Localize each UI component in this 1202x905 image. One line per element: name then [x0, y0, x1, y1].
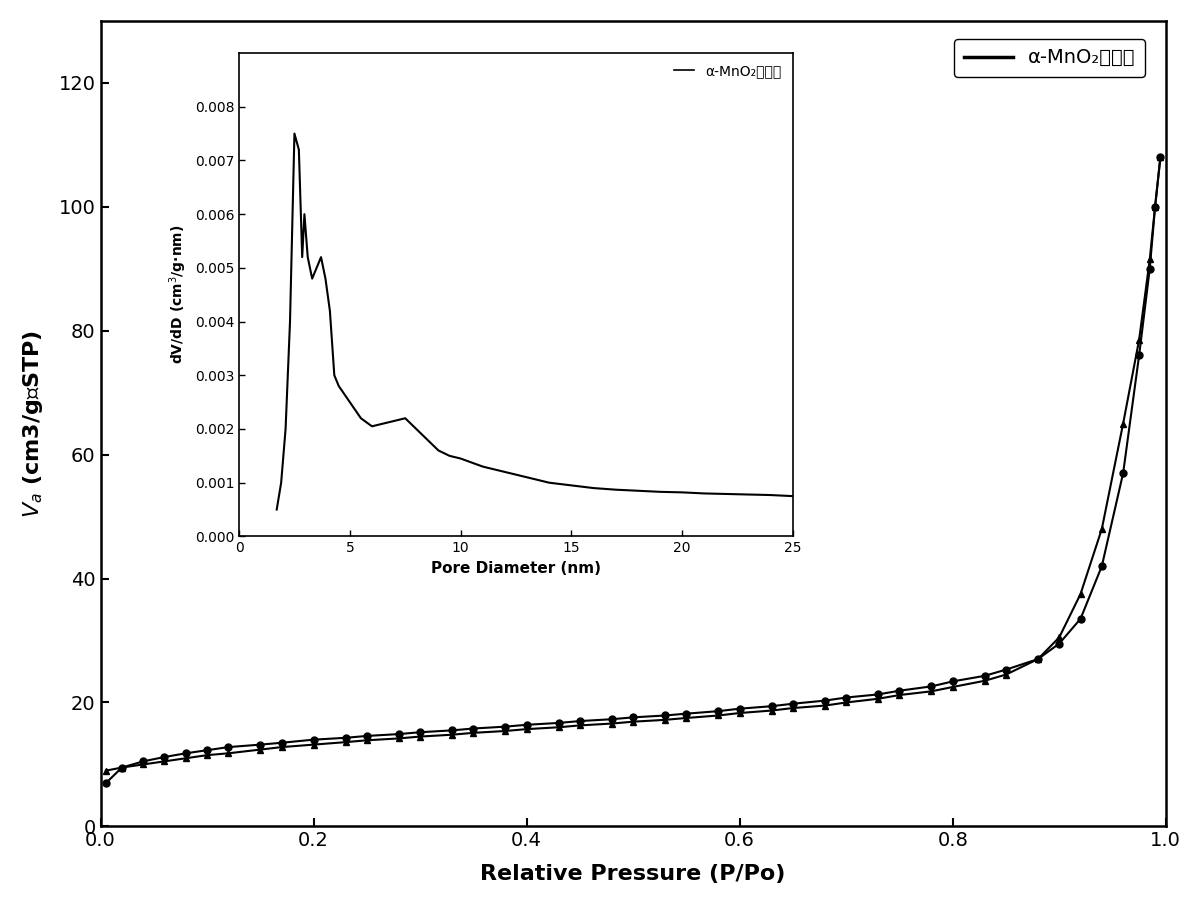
Y-axis label: $\mathit{V_a}$ (cm3/g，STP): $\mathit{V_a}$ (cm3/g，STP): [20, 329, 44, 518]
Legend: α-MnO₂纳米管: α-MnO₂纳米管: [954, 39, 1146, 77]
X-axis label: Relative Pressure (P/Po): Relative Pressure (P/Po): [481, 864, 786, 884]
